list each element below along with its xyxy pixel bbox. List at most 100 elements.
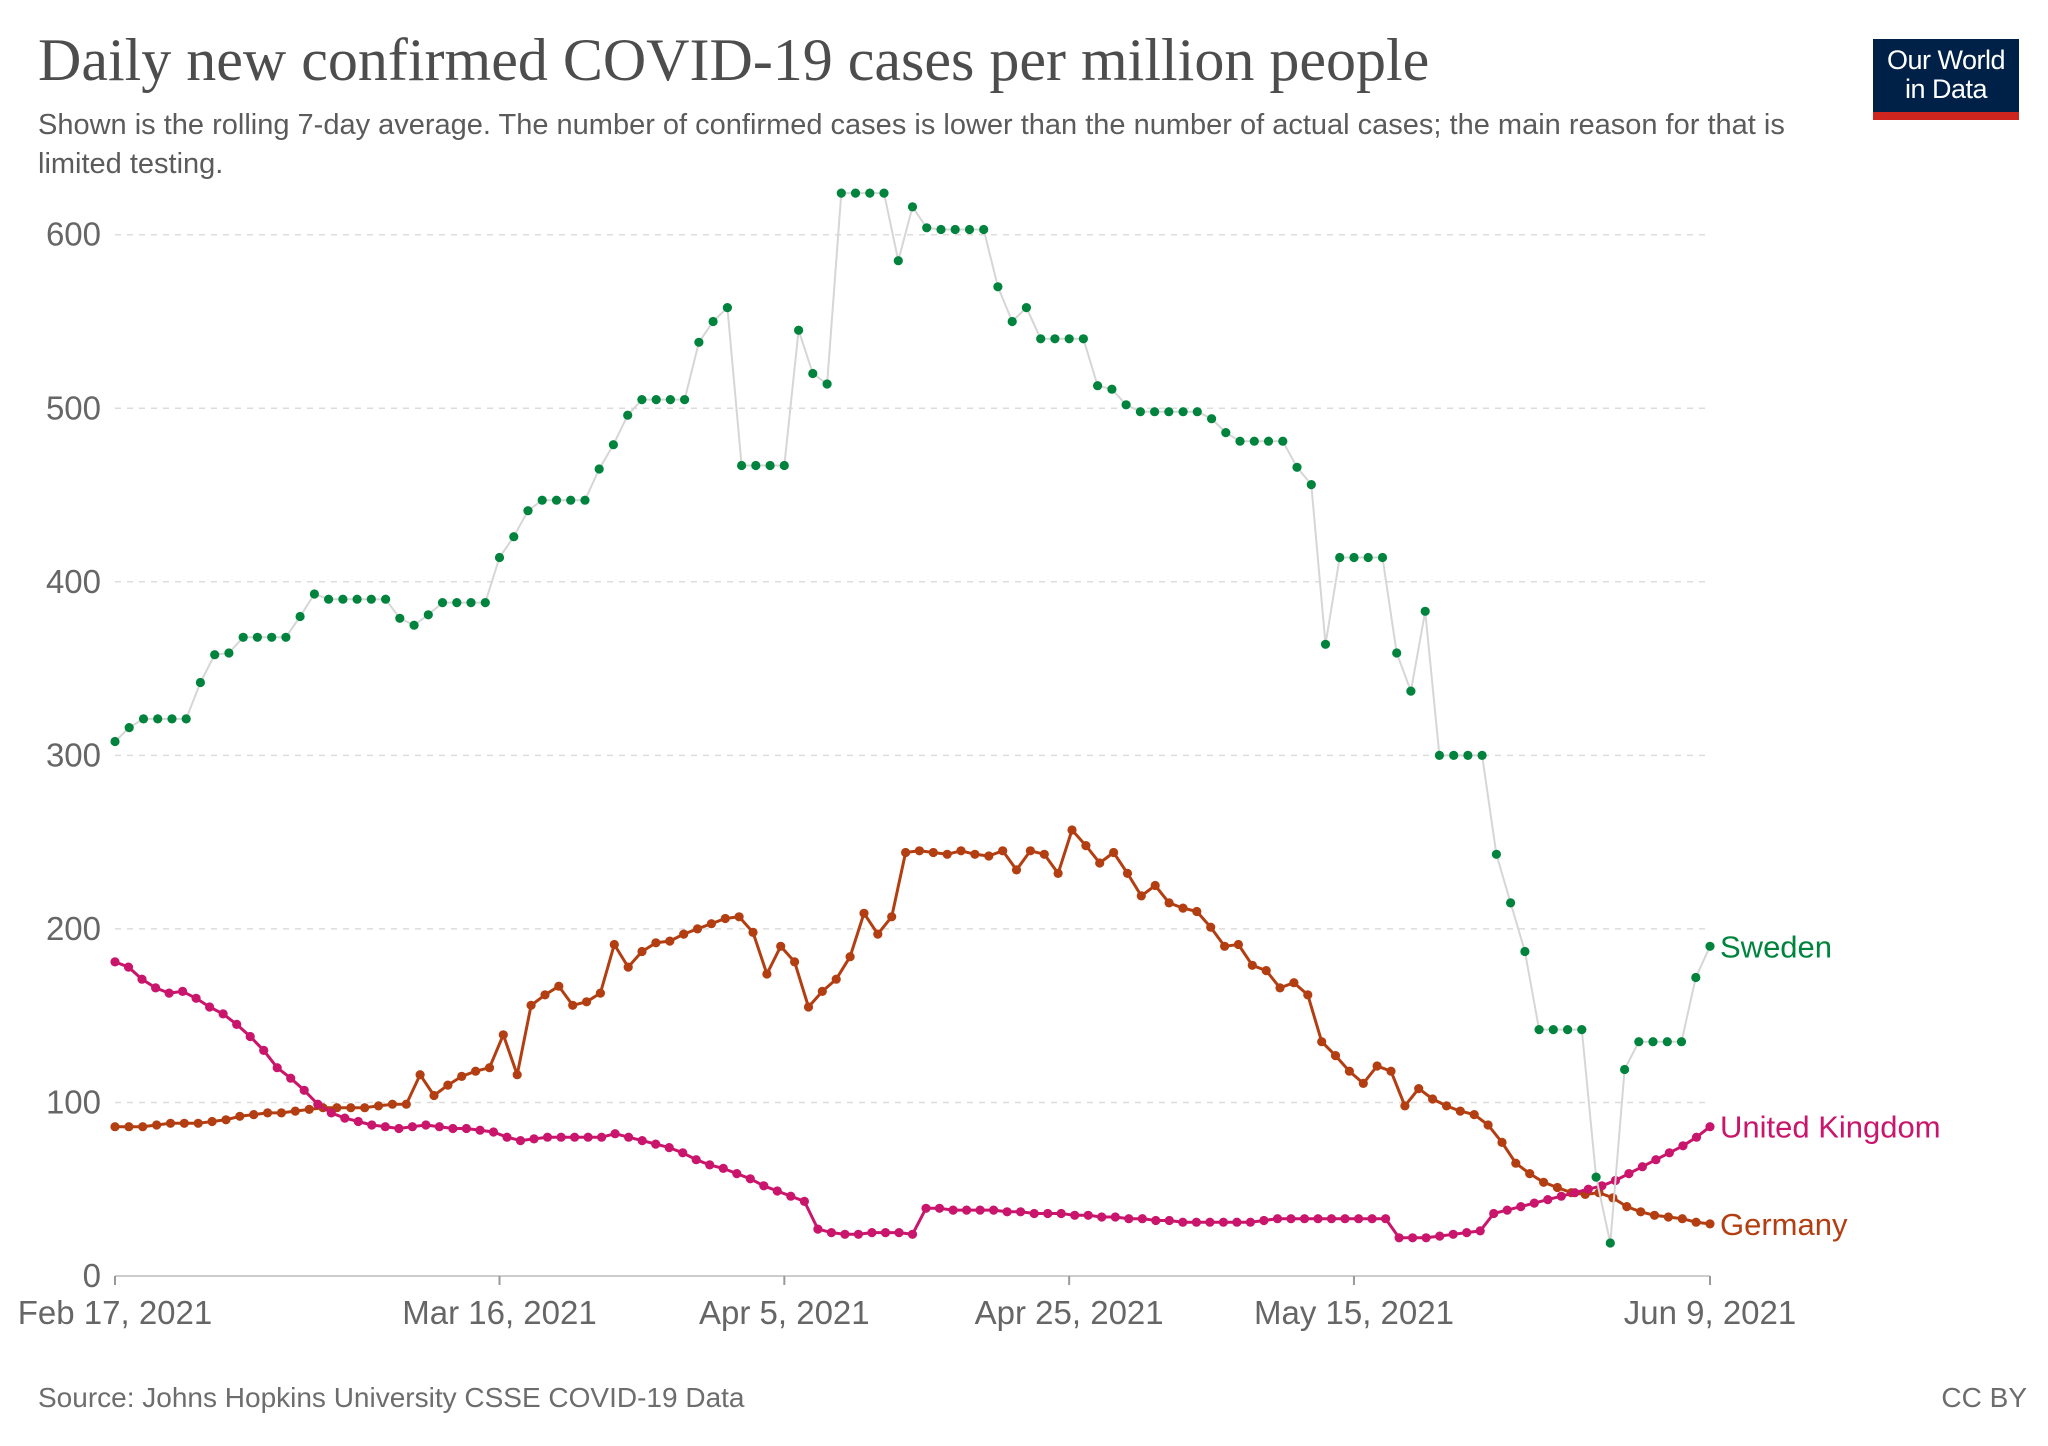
data-point bbox=[137, 974, 147, 984]
license-note[interactable]: CC BY bbox=[1941, 1382, 2027, 1413]
data-point bbox=[1097, 1212, 1107, 1222]
data-point bbox=[1007, 316, 1017, 327]
data-point bbox=[1539, 1177, 1549, 1187]
data-point bbox=[352, 594, 362, 604]
data-point bbox=[817, 986, 827, 997]
data-point bbox=[205, 1002, 215, 1012]
data-point bbox=[580, 495, 590, 505]
data-point bbox=[309, 589, 319, 599]
data-point bbox=[1392, 648, 1402, 658]
data-point bbox=[1372, 1061, 1382, 1071]
data-point bbox=[272, 1063, 282, 1073]
data-point bbox=[542, 1132, 553, 1142]
data-point bbox=[235, 1111, 245, 1121]
data-point bbox=[979, 224, 989, 235]
data-point bbox=[340, 1113, 350, 1123]
data-point bbox=[975, 1205, 985, 1215]
data-point bbox=[502, 1132, 512, 1142]
data-point bbox=[1420, 606, 1430, 616]
data-point bbox=[928, 847, 938, 858]
data-point bbox=[1637, 1162, 1647, 1172]
data-point bbox=[651, 938, 661, 948]
data-point bbox=[415, 1070, 425, 1080]
data-point bbox=[836, 188, 846, 198]
data-point bbox=[304, 1104, 314, 1114]
data-point bbox=[1591, 1172, 1601, 1182]
data-point bbox=[840, 1229, 850, 1239]
data-point bbox=[1093, 381, 1103, 391]
data-point bbox=[1335, 552, 1345, 563]
series-germany[interactable] bbox=[110, 825, 1715, 1229]
data-point bbox=[1354, 1214, 1364, 1224]
chart-series bbox=[110, 188, 1715, 1248]
data-point bbox=[745, 1174, 755, 1184]
data-point bbox=[1421, 1233, 1431, 1243]
series-sweden[interactable] bbox=[110, 188, 1715, 1248]
data-point bbox=[1448, 1229, 1458, 1239]
data-point bbox=[380, 1122, 390, 1132]
data-point bbox=[1705, 1122, 1715, 1132]
data-point bbox=[1406, 686, 1416, 696]
data-point bbox=[1043, 1208, 1053, 1219]
source-note[interactable]: Source: Johns Hopkins University CSSE CO… bbox=[38, 1382, 745, 1413]
data-point bbox=[1053, 868, 1063, 879]
data-point bbox=[993, 282, 1003, 292]
data-point bbox=[290, 1106, 300, 1116]
data-point bbox=[582, 997, 592, 1007]
data-point bbox=[1317, 1037, 1327, 1047]
data-point bbox=[692, 924, 703, 934]
data-point bbox=[1489, 1208, 1499, 1219]
data-point bbox=[338, 594, 348, 604]
owid-logo[interactable]: Our World in Data bbox=[1873, 39, 2019, 120]
data-point bbox=[367, 1120, 377, 1130]
data-point bbox=[164, 988, 174, 998]
data-point bbox=[1556, 1191, 1566, 1201]
data-point bbox=[448, 1123, 458, 1134]
data-point bbox=[480, 598, 490, 608]
data-point bbox=[366, 594, 376, 604]
data-point bbox=[394, 1123, 404, 1134]
chart-grid bbox=[115, 233, 1710, 1104]
data-point bbox=[1434, 750, 1444, 761]
data-point bbox=[1320, 639, 1331, 649]
chart-axes: 0 100 200 300 400 500 600 Feb 17, 2021 Mar 16, 2… bbox=[18, 216, 1796, 1331]
x-tick-label: Feb 17, 2021 bbox=[18, 1294, 213, 1331]
data-point bbox=[907, 1229, 918, 1239]
data-point bbox=[207, 1116, 217, 1127]
data-point bbox=[623, 410, 633, 420]
data-point bbox=[623, 962, 633, 972]
data-point bbox=[1386, 1066, 1396, 1076]
data-point bbox=[1220, 941, 1230, 951]
data-point bbox=[1205, 1217, 1215, 1227]
data-point bbox=[1349, 552, 1359, 563]
data-point bbox=[1583, 1184, 1593, 1194]
logo-line-1: Our World bbox=[1886, 45, 2006, 75]
data-point bbox=[1292, 462, 1302, 472]
data-point bbox=[1678, 1141, 1688, 1151]
data-point bbox=[637, 395, 647, 405]
x-tick-label: Mar 16, 2021 bbox=[402, 1294, 596, 1331]
series-label: Germany bbox=[1720, 1207, 1848, 1242]
data-point bbox=[281, 632, 291, 642]
data-point bbox=[583, 1132, 593, 1142]
series-line bbox=[115, 828, 1711, 1226]
data-point bbox=[429, 1090, 439, 1101]
data-point bbox=[609, 939, 619, 950]
data-point bbox=[637, 946, 647, 957]
data-point bbox=[1178, 903, 1188, 913]
series-united-kingdom[interactable] bbox=[110, 957, 1715, 1243]
data-point bbox=[665, 936, 675, 946]
data-point bbox=[1520, 946, 1530, 957]
data-point bbox=[554, 981, 564, 991]
data-point bbox=[1192, 906, 1202, 917]
data-point bbox=[1002, 1207, 1012, 1217]
data-point bbox=[210, 650, 220, 660]
y-tick-label: 300 bbox=[46, 736, 101, 773]
data-point bbox=[360, 1103, 370, 1113]
data-point bbox=[1261, 966, 1271, 976]
data-point bbox=[880, 1228, 891, 1238]
series-line bbox=[114, 960, 1711, 1240]
data-point bbox=[1067, 825, 1077, 835]
data-point bbox=[786, 1191, 796, 1201]
data-point bbox=[1286, 1214, 1296, 1224]
